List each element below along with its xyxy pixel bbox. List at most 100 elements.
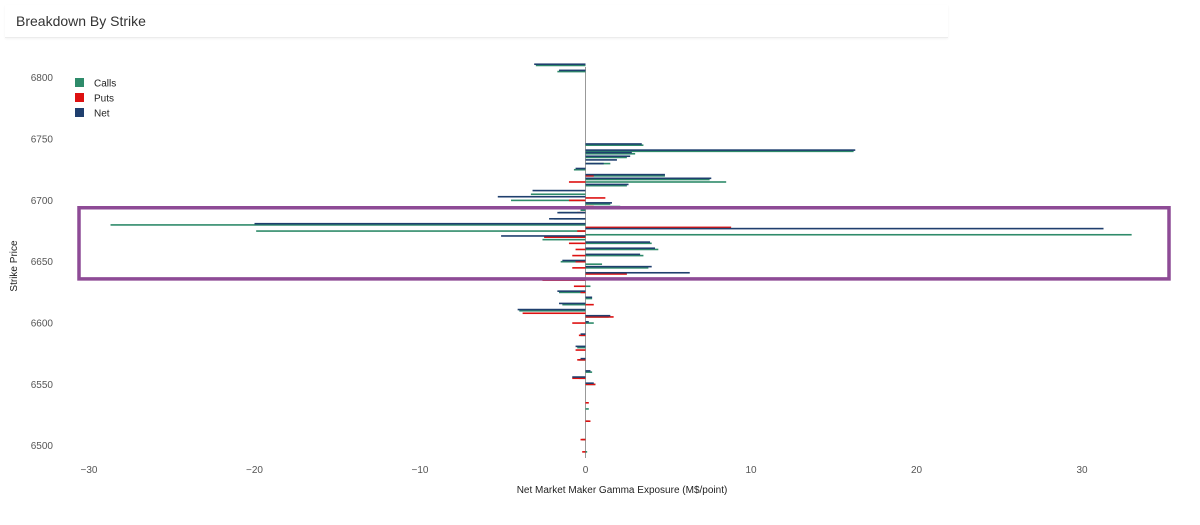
x-axis-label: Net Market Maker Gamma Exposure (M$/poin… bbox=[517, 485, 728, 496]
net-bar: Net 6736: 2.7 bbox=[585, 155, 631, 158]
x-tick-label: −30 bbox=[81, 465, 98, 476]
net-legend-label: Net bbox=[94, 109, 110, 120]
net-bar: Net 6677: 31.3 bbox=[585, 227, 1104, 230]
puts-bar: Puts 6550: 0.6 bbox=[585, 383, 596, 386]
net-bar: Net 6733: 1.9 bbox=[585, 159, 617, 161]
x-tick-label: 10 bbox=[745, 465, 757, 476]
calls-bar: Calls 6738: 3 bbox=[585, 152, 636, 155]
puts-bar: Puts 6600: -0.8 bbox=[572, 322, 586, 324]
net-bar: Net 6708: -3.2 bbox=[532, 189, 586, 192]
net-bar: Net 6726: -0.6 bbox=[575, 167, 586, 170]
puts-bar: Puts 6605: 1.7 bbox=[585, 316, 614, 318]
net-bar: Net 6591: -0.3 bbox=[580, 333, 586, 335]
puts-bar: Puts 6495: -0.2 bbox=[582, 451, 586, 453]
net-bar: Net 6551: 0.5 bbox=[585, 382, 594, 384]
calls-bar: Calls 6668: -2.6 bbox=[542, 238, 586, 241]
puts-bar: Puts 6578: -0.6 bbox=[575, 349, 586, 351]
puts-bar: Puts 6570: -0.5 bbox=[577, 359, 586, 361]
puts-bar: Puts 6665: -1 bbox=[568, 242, 586, 245]
net-bar: Net 6671: -5.1 bbox=[501, 235, 586, 237]
net-bar: Net 6806: -1.6 bbox=[559, 69, 586, 72]
puts-bar: Puts 6720: 0.5 bbox=[585, 175, 594, 177]
puts-bar: Puts 6700: -1 bbox=[568, 199, 586, 202]
calls-bar: Calls 6530: 0.2 bbox=[585, 408, 589, 410]
puts-bar: Puts 6630: -0.7 bbox=[573, 285, 586, 288]
calls-bar: Calls 6712: 2.5 bbox=[585, 184, 627, 187]
chart-panel-header: Breakdown By Strike bbox=[5, 5, 948, 38]
chart-legend: Calls Puts Net bbox=[75, 78, 116, 120]
puts-bar: Puts 6675: -0.5 bbox=[577, 230, 586, 232]
net-bar: Net 6741: 16.3 bbox=[585, 149, 856, 151]
net-bar: Net 6666: 3.9 bbox=[585, 241, 651, 243]
puts-bar: Puts 6505: -0.3 bbox=[580, 438, 586, 441]
puts-bar: Puts 6555: -0.8 bbox=[572, 377, 586, 380]
calls-bar: Calls 6735: 2.5 bbox=[585, 156, 627, 159]
puts-bar: Puts 6640: 2.5 bbox=[585, 273, 627, 275]
puts-bar: Puts 6645: -0.8 bbox=[572, 267, 586, 269]
calls-bar: Calls 6697: 1.5 bbox=[585, 203, 611, 205]
calls-bar: Calls 6692: -0.3 bbox=[580, 209, 586, 212]
net-bar: Net 6581: -0.6 bbox=[575, 345, 586, 348]
calls-bar: Calls 6648: 1 bbox=[585, 263, 603, 265]
calls-bar: Calls 6560: 0.4 bbox=[585, 371, 593, 373]
y-tick-label: 6550 bbox=[31, 380, 54, 391]
puts-bar: Puts 6715: -1 bbox=[568, 181, 586, 183]
calls-bar: Calls 6600: 0.5 bbox=[585, 322, 594, 324]
net-bar: Net 6621: 0.4 bbox=[585, 296, 593, 299]
net-bar: Net 6646: 4 bbox=[585, 265, 652, 268]
calls-bar: Calls 6672: 33 bbox=[585, 233, 1132, 236]
puts-bar: Puts 6650: -0.6 bbox=[575, 260, 586, 263]
y-axis-label: Strike Price bbox=[9, 240, 20, 292]
calls-bar: Calls 6630: 0.3 bbox=[585, 285, 591, 288]
calls-bar: Calls 6725: -0.7 bbox=[573, 168, 586, 171]
calls-bar: Calls 6810: -3 bbox=[535, 64, 586, 67]
net-bar: Net 6571: -0.3 bbox=[580, 357, 586, 360]
calls-bar: Calls 6615: -1.4 bbox=[562, 303, 586, 306]
net-bar: Net 6601: 0.2 bbox=[585, 321, 589, 323]
calls-bar: Calls 6705: -3.3 bbox=[530, 193, 586, 196]
calls-bar: Calls 6655: 3.5 bbox=[585, 254, 644, 257]
x-tick-label: 0 bbox=[583, 465, 589, 476]
net-bar: Net 6739: 2.8 bbox=[585, 151, 632, 154]
calls-bar: Calls 6715: 8.5 bbox=[585, 181, 727, 183]
calls-bar: Calls 6650: -1.5 bbox=[560, 260, 586, 263]
highlight-box bbox=[77, 206, 1171, 281]
puts-bar: Puts 6660: -0.6 bbox=[575, 248, 586, 251]
y-tick-label: 6700 bbox=[31, 196, 54, 207]
puts-legend-label: Puts bbox=[94, 94, 114, 105]
puts-bar: Puts 6520: 0.3 bbox=[585, 420, 591, 422]
net-bar: Net 6690: -1.7 bbox=[557, 211, 586, 214]
net-bar: Net 6713: 2.6 bbox=[585, 183, 629, 186]
calls-bar: Calls 6610: -4 bbox=[519, 309, 586, 312]
net-bar: Net 6746: 3.4 bbox=[585, 143, 642, 145]
calls-bar: Calls 6717: 7.5 bbox=[585, 178, 710, 181]
puts-bar: Puts 6535: 0.2 bbox=[585, 401, 589, 404]
puts-bar: Puts 6702: 1.2 bbox=[585, 197, 606, 199]
calls-bar: Calls 6665: 4 bbox=[585, 242, 652, 245]
net-bar: Net 6721: 4.8 bbox=[585, 173, 665, 176]
net-bar: Net 6616: -1.6 bbox=[559, 302, 586, 305]
net-bar: Net 6661: 4.2 bbox=[585, 247, 656, 250]
net-bar: Net 6730: 1.1 bbox=[585, 162, 604, 165]
net-bar: Net 6698: 1.6 bbox=[585, 202, 612, 204]
y-tick-label: 6650 bbox=[31, 257, 54, 268]
net-bar: Net 6641: 6.3 bbox=[585, 271, 690, 274]
x-tick-label: 30 bbox=[1076, 465, 1088, 476]
calls-bar: Calls 6495: 0.1 bbox=[585, 451, 588, 453]
net-bar: Net 6656: 3.3 bbox=[585, 253, 641, 256]
calls-bar: Calls 6625: -1.6 bbox=[559, 291, 586, 294]
calls-bar: Calls 6720: 4.8 bbox=[585, 175, 665, 177]
y-tick-label: 6600 bbox=[31, 319, 54, 330]
x-tick-label: 20 bbox=[911, 465, 923, 476]
net-bar: Net 6703: -5.3 bbox=[497, 195, 586, 198]
puts-bar: Puts 6590: -0.4 bbox=[578, 334, 586, 337]
calls-bar: Calls 6660: 4.4 bbox=[585, 248, 659, 251]
net-bar: Net 6606: 1.5 bbox=[585, 314, 611, 317]
puts-legend-swatch bbox=[75, 93, 84, 102]
net-bar: Net 6685: -2.2 bbox=[549, 217, 586, 220]
calls-bar: Calls 6745: 3.5 bbox=[585, 144, 644, 146]
net-bar: Net 6811: -3.1 bbox=[534, 63, 586, 66]
calls-bar: Calls 6645: 3.8 bbox=[585, 267, 649, 269]
net-bar: Net 6561: 0.3 bbox=[585, 370, 591, 372]
